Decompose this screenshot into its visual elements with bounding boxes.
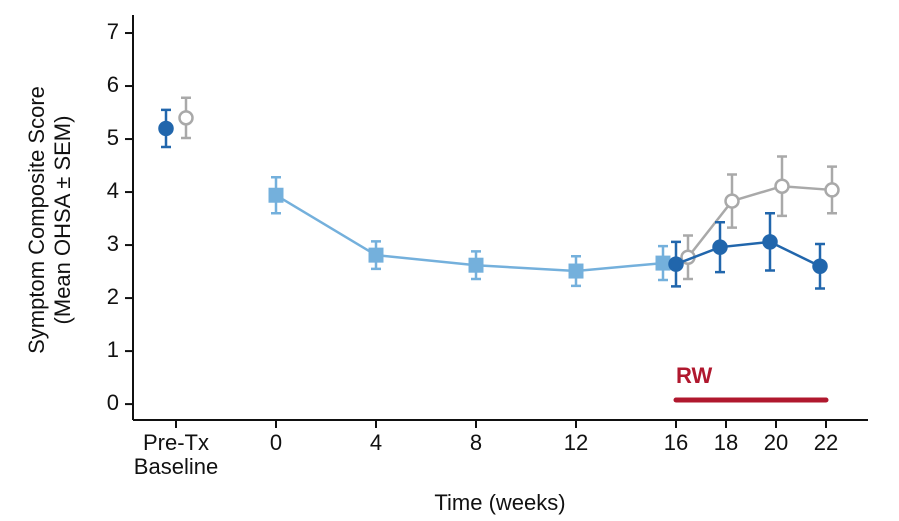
marker xyxy=(655,255,671,271)
y-tick-label: 2 xyxy=(107,284,119,309)
x-tick-label: 4 xyxy=(370,430,382,455)
y-tick-label: 4 xyxy=(107,178,119,203)
marker xyxy=(712,239,728,255)
marker xyxy=(368,247,384,263)
y-tick-label: 5 xyxy=(107,125,119,150)
y-tick-label: 3 xyxy=(107,231,119,256)
series-line xyxy=(687,184,833,259)
y-tick-label: 0 xyxy=(107,390,119,415)
marker xyxy=(824,182,840,198)
x-tick-label: Baseline xyxy=(134,454,218,479)
marker xyxy=(468,257,484,273)
x-tick-label: 12 xyxy=(564,430,588,455)
y-tick-label: 1 xyxy=(107,337,119,362)
marker xyxy=(268,187,284,203)
marker xyxy=(774,178,790,194)
x-axis-title: Time (weeks) xyxy=(434,490,565,515)
marker xyxy=(812,258,828,275)
rw-label: RW xyxy=(676,363,712,388)
series-line xyxy=(675,240,821,268)
y-axis-title: Symptom Composite Score (Mean OHSA ± SEM… xyxy=(24,86,75,354)
marker xyxy=(762,234,778,250)
y-tick-label: 6 xyxy=(107,72,119,97)
marker xyxy=(178,110,194,126)
marker xyxy=(158,120,174,137)
y-axis-title-line: Symptom Composite Score xyxy=(24,86,49,354)
x-tick-label: 8 xyxy=(470,430,482,455)
x-tick-label: 0 xyxy=(270,430,282,455)
marker xyxy=(668,256,684,272)
x-tick-label: 16 xyxy=(664,430,688,455)
x-tick-label: 20 xyxy=(764,430,788,455)
x-tick-label: Pre-Tx xyxy=(143,430,209,455)
y-axis-title-line: (Mean OHSA ± SEM) xyxy=(50,116,75,325)
y-tick-label: 7 xyxy=(107,19,119,44)
marker xyxy=(724,193,740,209)
x-tick-label: 18 xyxy=(714,430,738,455)
marker xyxy=(568,263,584,279)
x-tick-label: 22 xyxy=(814,430,838,455)
